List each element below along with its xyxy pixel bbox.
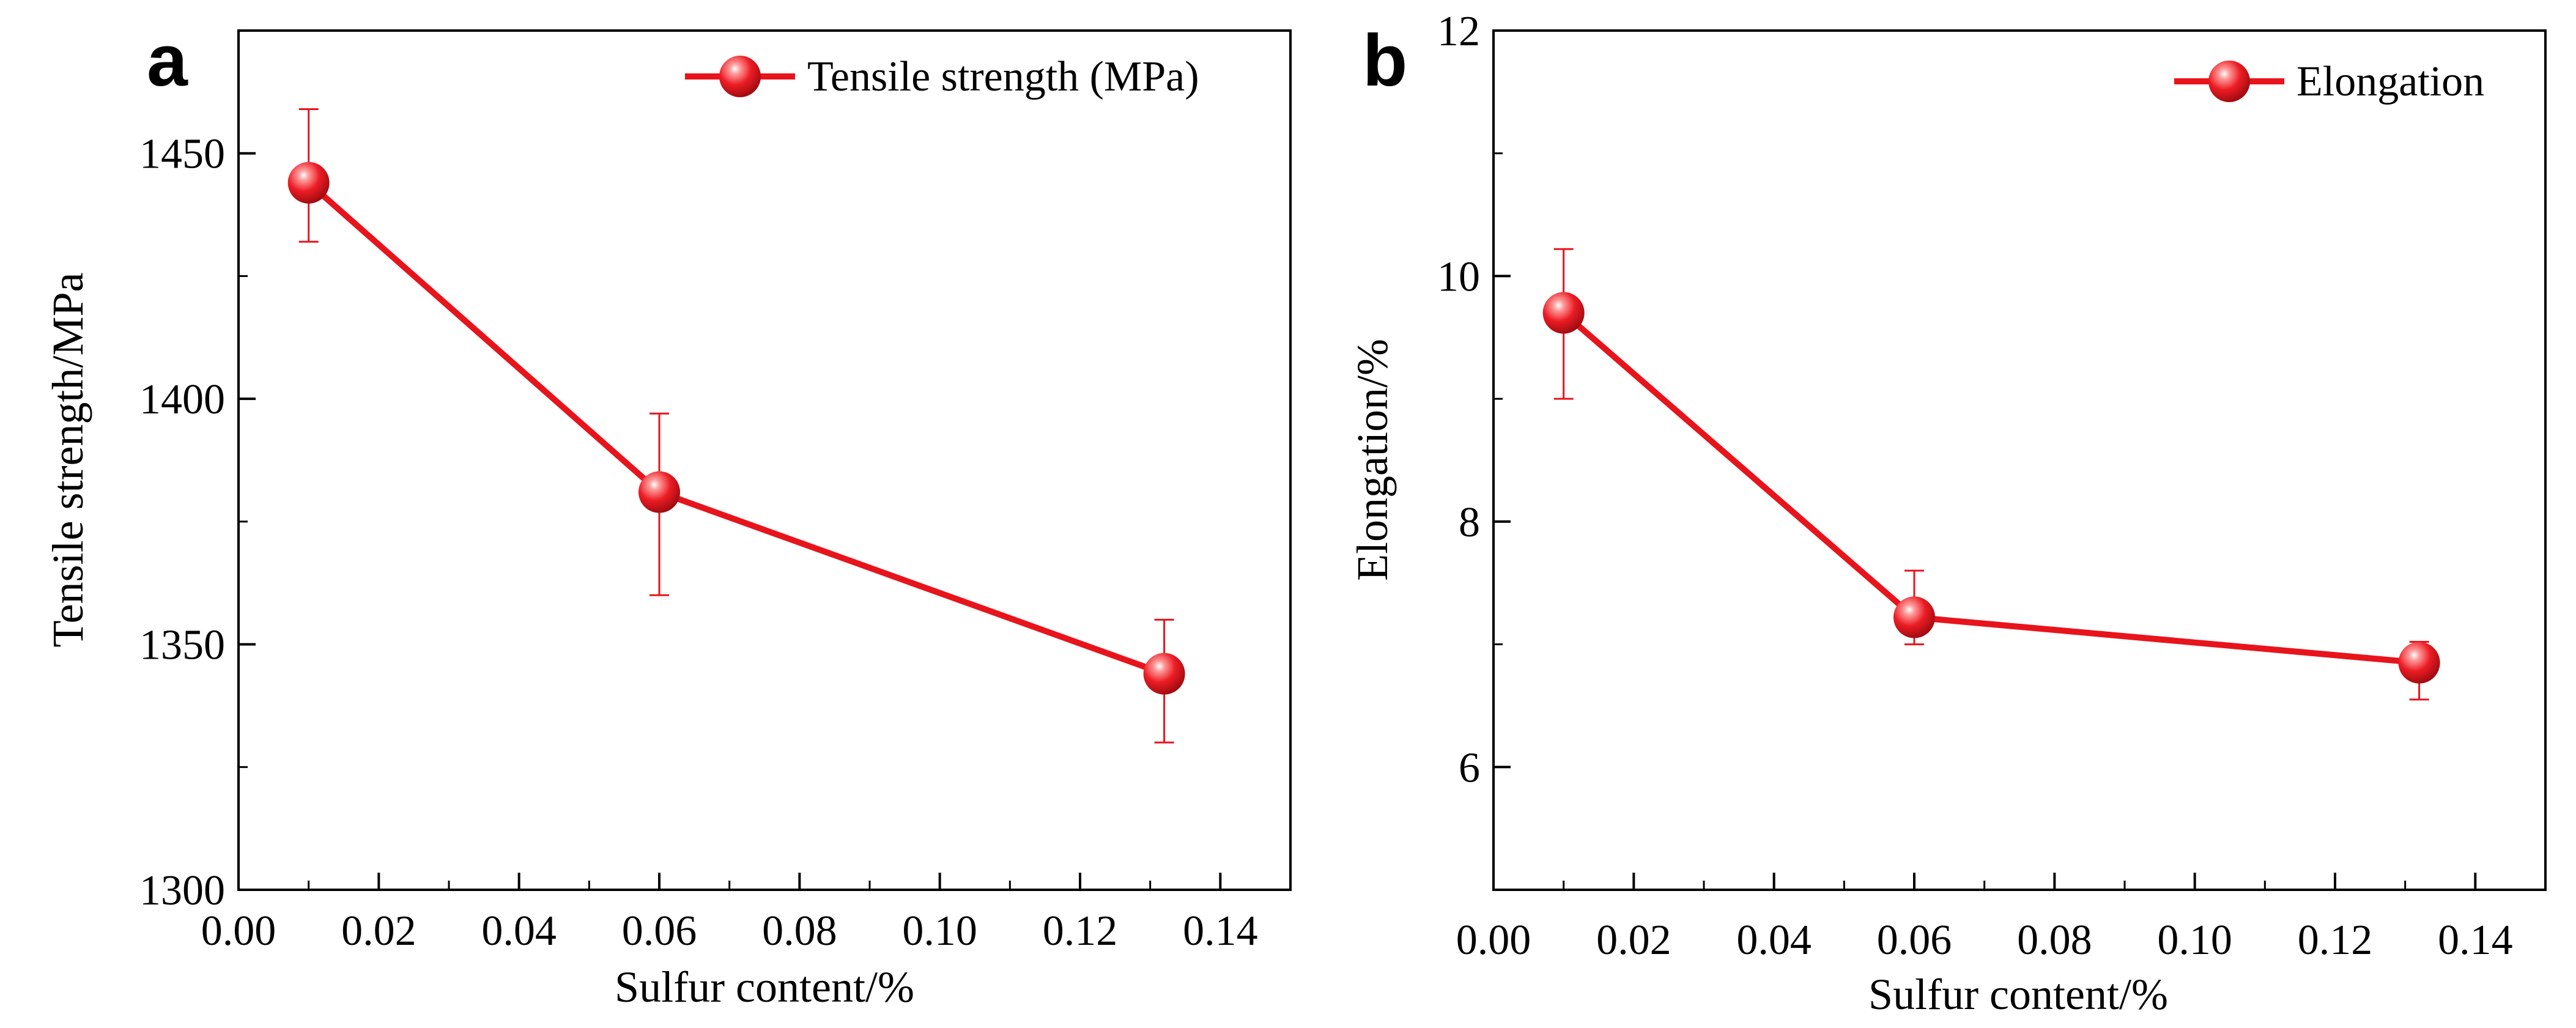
panel-a-legend: Tensile strength (MPa) bbox=[685, 53, 1199, 100]
panel-b-ytick-label: 10 bbox=[1437, 253, 1480, 300]
panel-a-xtick-label: 0.10 bbox=[902, 908, 977, 955]
panel-a-xtick-label: 0.00 bbox=[201, 908, 276, 955]
panel-a-ytick-label: 1300 bbox=[139, 867, 225, 914]
panel-b-xtick-label: 0.04 bbox=[1736, 917, 1812, 964]
panel-a: a 0.00 0.02 0.04 0.06 0.08 0.10 0.12 0.14 1300 13… bbox=[43, 20, 1292, 1011]
panel-b-xtick-label: 0.02 bbox=[1596, 917, 1671, 964]
panel-a-xtick-label: 0.12 bbox=[1043, 908, 1118, 955]
panel-b-data-point bbox=[1542, 292, 1585, 334]
panel-a-data-point bbox=[638, 471, 680, 513]
panel-b-data-point bbox=[2398, 642, 2440, 684]
panel-b-xtick-label: 0.08 bbox=[2017, 917, 2092, 964]
panel-a-legend-marker bbox=[719, 56, 761, 97]
panel-b-frame bbox=[1492, 29, 2547, 891]
panel-a-ylabel: Tensile strength/MPa bbox=[43, 273, 92, 648]
panel-b-xlabel: Sulfur content/% bbox=[1868, 970, 2168, 1019]
panel-a-data-point bbox=[1143, 653, 1185, 695]
panel-b-xtick-label: 0.06 bbox=[1877, 917, 1952, 964]
panel-a-legend-label: Tensile strength (MPa) bbox=[807, 53, 1199, 100]
panel-b-data-point bbox=[1893, 596, 1935, 638]
panel-b-ytick-label: 6 bbox=[1459, 744, 1480, 791]
panel-b-legend-label: Elongation bbox=[2297, 58, 2484, 105]
panel-b: b 0.00 0.02 0.04 0.06 0.08 0.10 0.12 0.14 6 8 10 12… bbox=[1348, 8, 2547, 1019]
panel-a-xlabel: Sulfur content/% bbox=[615, 963, 914, 1011]
panel-a-xtick-label: 0.04 bbox=[481, 908, 557, 955]
panel-a-series-line bbox=[306, 180, 1166, 677]
panel-b-series-line bbox=[1561, 310, 2420, 666]
panel-a-xtick-label: 0.08 bbox=[762, 908, 837, 955]
panel-b-xtick-label: 0.14 bbox=[2438, 917, 2513, 964]
panel-a-data-point bbox=[287, 161, 330, 204]
panel-b-xtick-label: 0.00 bbox=[1456, 917, 1531, 964]
panel-b-ytick-label: 12 bbox=[1437, 8, 1480, 55]
panel-a-ytick-label: 1450 bbox=[139, 131, 225, 178]
panel-a-xtick-label: 0.02 bbox=[341, 908, 416, 955]
panel-a-ytick-label: 1400 bbox=[139, 376, 225, 423]
panel-b-xtick-label: 0.10 bbox=[2157, 917, 2232, 964]
panel-b-ytick-label: 8 bbox=[1459, 499, 1480, 546]
panel-a-label: a bbox=[147, 20, 188, 102]
panel-a-xtick-label: 0.14 bbox=[1183, 908, 1258, 955]
panel-a-xtick-label: 0.06 bbox=[622, 908, 697, 955]
panel-a-frame bbox=[237, 29, 1292, 891]
panel-b-label: b bbox=[1363, 20, 1407, 102]
panel-b-ylabel: Elongation/% bbox=[1348, 339, 1397, 581]
panel-b-legend: Elongation bbox=[2174, 58, 2484, 105]
panel-a-ytick-label: 1350 bbox=[139, 622, 225, 669]
panel-b-legend-marker bbox=[2208, 61, 2250, 102]
panel-b-xtick-label: 0.12 bbox=[2298, 917, 2373, 964]
